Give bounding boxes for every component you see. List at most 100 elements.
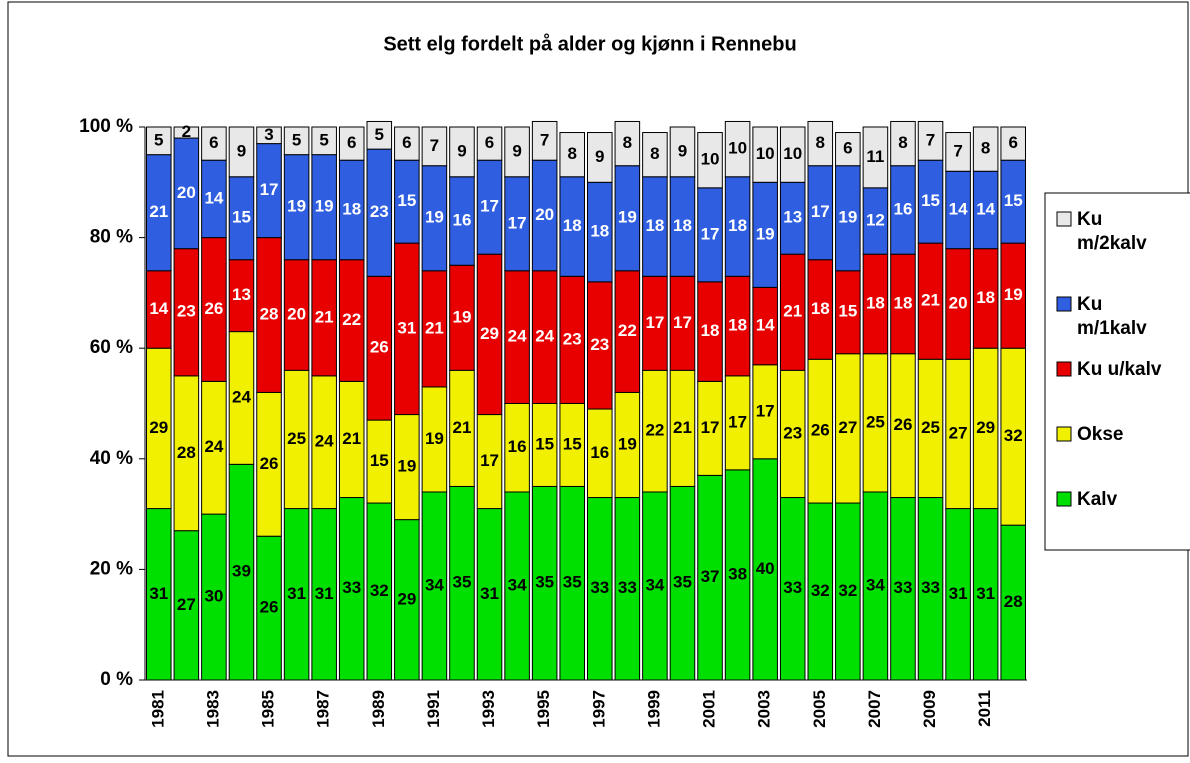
bar-segment <box>669 126 696 178</box>
bar-segment <box>890 165 916 255</box>
data-label: 14 <box>756 316 775 335</box>
data-label: 34 <box>508 575 527 594</box>
bar-segment <box>835 502 861 681</box>
bar-segment <box>311 259 337 377</box>
bar-segment <box>504 403 530 493</box>
data-label: 18 <box>701 321 720 340</box>
data-label: 15 <box>535 434 554 453</box>
bar-segment <box>1000 159 1026 244</box>
data-label: 14 <box>149 299 168 318</box>
bar-segment <box>724 176 751 277</box>
data-label: 23 <box>590 335 609 354</box>
data-label: 21 <box>425 318 444 337</box>
bar-segment <box>366 419 393 504</box>
data-label: 2 <box>182 122 191 141</box>
data-label: 17 <box>811 202 830 221</box>
bar-segment <box>945 170 971 250</box>
bar-segment <box>504 176 530 272</box>
bar-segment <box>752 126 778 183</box>
bar-segment <box>807 259 834 360</box>
bar-segment <box>338 259 365 382</box>
bar-segment <box>614 497 641 681</box>
data-label: 17 <box>645 313 664 332</box>
bar-segment <box>338 159 365 261</box>
bar-segment <box>559 132 585 178</box>
bar-segment <box>945 508 971 681</box>
data-label: 21 <box>149 202 168 221</box>
bar-segment <box>228 463 255 681</box>
y-tick-label: 60 % <box>90 337 133 358</box>
bar-segment <box>862 491 889 681</box>
legend-swatch <box>1056 491 1072 507</box>
bar-segment <box>146 347 172 510</box>
data-label: 17 <box>673 313 692 332</box>
legend-swatch <box>1056 426 1072 442</box>
bar-segment <box>559 485 585 681</box>
bar-segment <box>779 253 806 371</box>
bar-segment <box>146 126 172 156</box>
bar-segment <box>752 286 778 366</box>
bar-segment <box>228 126 255 178</box>
bar-segment <box>862 353 889 493</box>
data-label: 24 <box>204 437 223 456</box>
data-label: 17 <box>480 197 499 216</box>
data-label: 19 <box>453 307 472 326</box>
x-tick-label: 2011 <box>975 690 994 727</box>
data-label: 13 <box>232 285 251 304</box>
y-tick-label: 20 % <box>90 558 133 579</box>
bar-segment <box>256 391 282 537</box>
data-label: 18 <box>811 299 830 318</box>
bar-segment <box>614 270 641 393</box>
data-label: 28 <box>177 443 196 462</box>
data-label: 23 <box>563 329 582 348</box>
data-label: 21 <box>315 307 334 326</box>
bar-segment <box>421 491 448 681</box>
bar-segment <box>835 353 861 504</box>
bar-segment <box>311 126 337 156</box>
data-label: 19 <box>1004 285 1023 304</box>
bar-segment <box>283 259 310 371</box>
bar-segment <box>394 519 420 681</box>
data-label: 15 <box>838 302 857 321</box>
bar-segment <box>752 181 778 288</box>
data-label: 5 <box>154 130 163 149</box>
data-label: 17 <box>260 180 279 199</box>
bar-segment <box>779 126 806 183</box>
data-label: 20 <box>177 183 196 202</box>
bar-segment <box>559 403 585 487</box>
bar-segment <box>614 120 641 167</box>
data-label: 17 <box>480 451 499 470</box>
x-tick-label: 1997 <box>589 690 608 728</box>
data-label: 21 <box>453 418 472 437</box>
bar-segment <box>531 485 558 681</box>
bar-segment <box>421 270 448 388</box>
data-label: 17 <box>728 412 747 431</box>
x-tick-label: 2009 <box>920 690 939 728</box>
legend-label: Ku u/kalv <box>1077 359 1162 380</box>
bar-segment <box>890 120 916 167</box>
bar-segment <box>311 154 337 261</box>
bar-segment <box>779 369 806 499</box>
data-label: 26 <box>260 598 279 617</box>
data-label: 12 <box>866 210 885 229</box>
data-label: 15 <box>563 434 582 453</box>
bar-segment <box>531 270 558 404</box>
bar-segment <box>228 259 255 333</box>
bar-segment <box>972 347 999 510</box>
legend-swatch <box>1056 361 1072 377</box>
x-tick-label: 2005 <box>810 690 829 728</box>
legend-label-line: m/2kalv <box>1077 233 1147 254</box>
data-label: 31 <box>480 584 499 603</box>
data-label: 29 <box>976 418 995 437</box>
bar-segment <box>642 275 668 371</box>
data-label: 15 <box>1004 191 1023 210</box>
bar-segment <box>1000 347 1026 526</box>
y-tick-label: 0 % <box>100 669 133 690</box>
data-label: 18 <box>563 216 582 235</box>
bar-segment <box>669 176 696 277</box>
data-label: 23 <box>370 202 389 221</box>
data-label: 21 <box>673 418 692 437</box>
data-label: 8 <box>981 139 990 158</box>
data-label: 5 <box>375 125 384 144</box>
bar-segment <box>642 132 668 178</box>
